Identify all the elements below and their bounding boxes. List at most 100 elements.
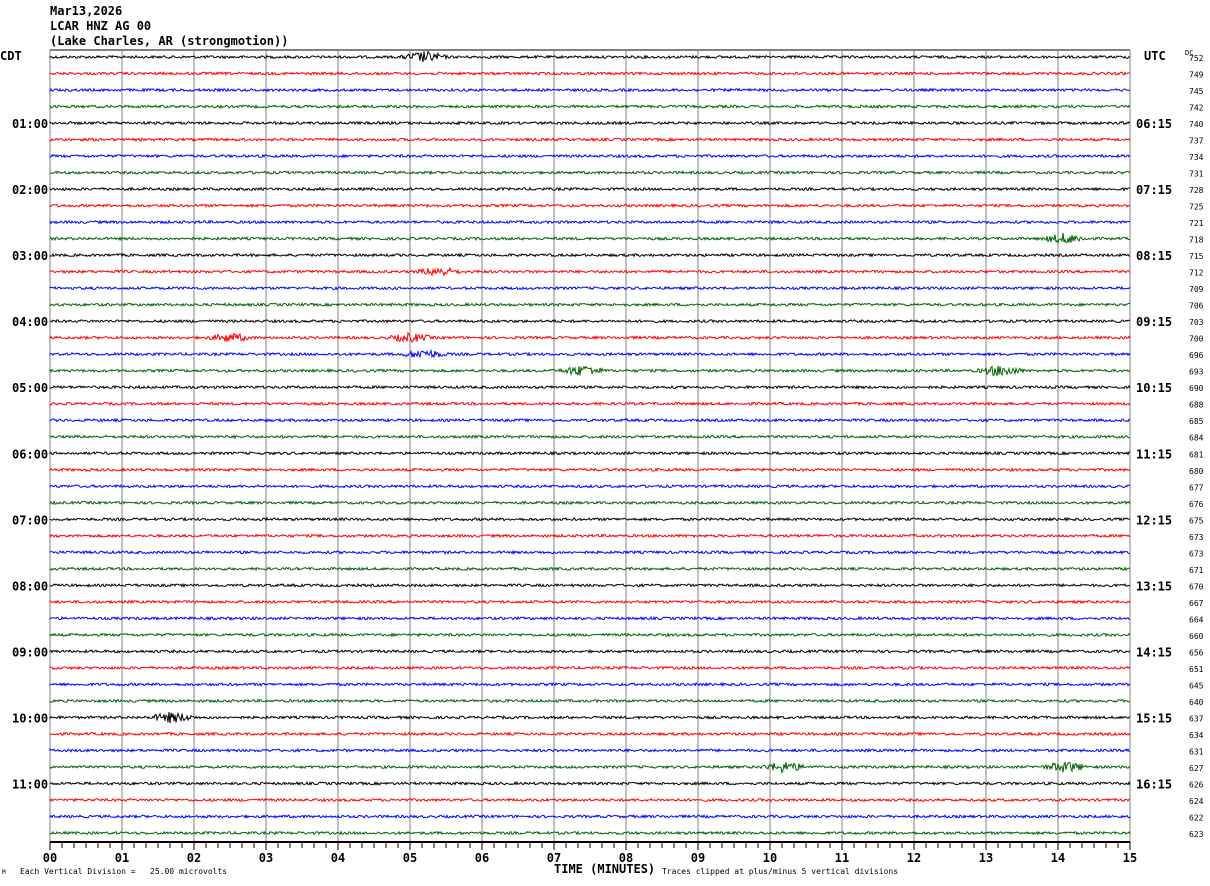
x-tick-label: 04 xyxy=(331,851,345,865)
seismic-trace xyxy=(49,731,1131,737)
seismic-trace xyxy=(49,153,1131,159)
dc-offset-label: 693 xyxy=(1189,368,1204,377)
dc-offset-label: 640 xyxy=(1189,698,1204,707)
dc-offset-label: 660 xyxy=(1189,632,1204,641)
right-time-label: 08:15 xyxy=(1136,249,1172,263)
seismic-trace xyxy=(49,120,1131,126)
dc-offset-label: 624 xyxy=(1189,797,1204,806)
dc-offset-label: 706 xyxy=(1189,302,1204,311)
seismic-trace xyxy=(49,747,1131,753)
right-time-label: 13:15 xyxy=(1136,579,1172,593)
seismic-trace xyxy=(49,632,1131,638)
right-time-label: 12:15 xyxy=(1136,513,1172,527)
seismic-trace xyxy=(49,681,1131,688)
dc-offset-label: 725 xyxy=(1189,203,1204,212)
dc-offset-label: 703 xyxy=(1189,318,1204,327)
right-time-label: 15:15 xyxy=(1136,711,1172,725)
seismic-trace xyxy=(49,169,1131,176)
seismic-trace xyxy=(49,797,1131,803)
seismic-trace xyxy=(49,648,1131,654)
dc-offset-label: 709 xyxy=(1189,285,1204,294)
scale-note: Each Vertical Division = 25.00 microvolt… xyxy=(20,867,228,876)
seismic-trace xyxy=(49,318,1131,324)
left-time-label: 05:00 xyxy=(12,381,48,395)
corner-mark: M xyxy=(2,869,6,876)
dc-offset-label: 656 xyxy=(1189,648,1204,657)
dc-offset-label: 637 xyxy=(1189,714,1204,723)
dc-offset-label: 627 xyxy=(1189,764,1204,773)
date-label: Mar13,2026 xyxy=(50,4,123,18)
dc-offset-label: 734 xyxy=(1189,153,1204,162)
dc-offset-label: 634 xyxy=(1189,731,1204,740)
seismic-trace xyxy=(49,203,1131,209)
right-time-label: 06:15 xyxy=(1136,117,1172,131)
x-tick-label: 11 xyxy=(835,851,849,865)
left-time-label: 09:00 xyxy=(12,645,48,659)
dc-offset-label: 675 xyxy=(1189,516,1204,525)
dc-offset-label: 742 xyxy=(1189,104,1204,113)
x-tick-label: 08 xyxy=(619,851,633,865)
seismic-trace xyxy=(49,232,1131,244)
seismic-trace xyxy=(49,285,1131,291)
left-time-label: 08:00 xyxy=(12,579,48,593)
left-time-label: 04:00 xyxy=(12,315,48,329)
dc-offset-label: 677 xyxy=(1189,483,1204,492)
x-tick-label: 14 xyxy=(1051,851,1065,865)
dc-offset-label: 737 xyxy=(1189,137,1204,146)
station-label: LCAR HNZ AG 00 xyxy=(50,19,152,33)
seismic-trace xyxy=(49,384,1131,390)
seismic-trace xyxy=(49,401,1131,407)
seismic-trace xyxy=(49,813,1131,820)
seismic-trace xyxy=(49,348,1131,359)
x-tick-label: 05 xyxy=(403,851,417,865)
seismic-trace xyxy=(49,665,1131,671)
dc-offset-label: 684 xyxy=(1189,434,1204,443)
dc-offset-label: 685 xyxy=(1189,417,1204,426)
seismic-trace xyxy=(49,434,1131,440)
dc-offset-label: 680 xyxy=(1189,467,1204,476)
x-tick-label: 09 xyxy=(691,851,705,865)
seismic-trace xyxy=(49,417,1131,423)
dc-offset-label: 745 xyxy=(1189,87,1204,96)
seismic-trace xyxy=(49,711,1131,724)
dc-offset-label: 673 xyxy=(1189,549,1204,558)
seismic-trace xyxy=(49,532,1131,539)
x-axis-label: TIME (MINUTES) xyxy=(554,862,656,876)
seismic-trace xyxy=(49,50,1131,63)
seismic-trace xyxy=(49,219,1131,225)
left-time-label: 02:00 xyxy=(12,183,48,197)
dc-offset-label: 718 xyxy=(1189,236,1204,245)
x-tick-label: 02 xyxy=(187,851,201,865)
seismic-trace xyxy=(49,136,1131,143)
left-timezone: CDT xyxy=(0,49,22,63)
seismic-trace xyxy=(49,302,1131,308)
right-time-label: 09:15 xyxy=(1136,315,1172,329)
x-tick-label: 15 xyxy=(1123,851,1137,865)
left-time-label: 10:00 xyxy=(12,711,48,725)
seismic-trace xyxy=(49,549,1130,555)
left-time-label: 07:00 xyxy=(12,513,48,527)
seismic-trace xyxy=(49,615,1131,621)
dc-offset-label: 645 xyxy=(1189,681,1204,690)
seismic-trace xyxy=(49,761,1131,774)
seismic-trace xyxy=(49,331,1131,344)
seismic-trace xyxy=(49,516,1131,522)
dc-offset-label: 690 xyxy=(1189,384,1204,393)
right-time-label: 14:15 xyxy=(1136,645,1172,659)
seismic-trace xyxy=(49,252,1131,258)
right-time-label: 11:15 xyxy=(1136,447,1172,461)
right-time-label: 07:15 xyxy=(1136,183,1172,197)
seismic-trace xyxy=(49,780,1131,786)
x-tick-label: 10 xyxy=(763,851,777,865)
dc-label: DC xyxy=(1185,49,1194,57)
dc-offset-label: 626 xyxy=(1189,780,1204,789)
dc-offset-label: 664 xyxy=(1189,615,1204,624)
dc-offset-label: 631 xyxy=(1189,747,1204,756)
left-time-label: 11:00 xyxy=(12,777,48,791)
location-label: (Lake Charles, AR (strongmotion)) xyxy=(50,34,289,48)
dc-offset-label: 731 xyxy=(1189,170,1204,179)
x-tick-label: 06 xyxy=(475,851,489,865)
dc-offset-label: 721 xyxy=(1189,219,1204,228)
seismic-trace xyxy=(49,266,1131,277)
seismic-trace xyxy=(49,365,1131,377)
